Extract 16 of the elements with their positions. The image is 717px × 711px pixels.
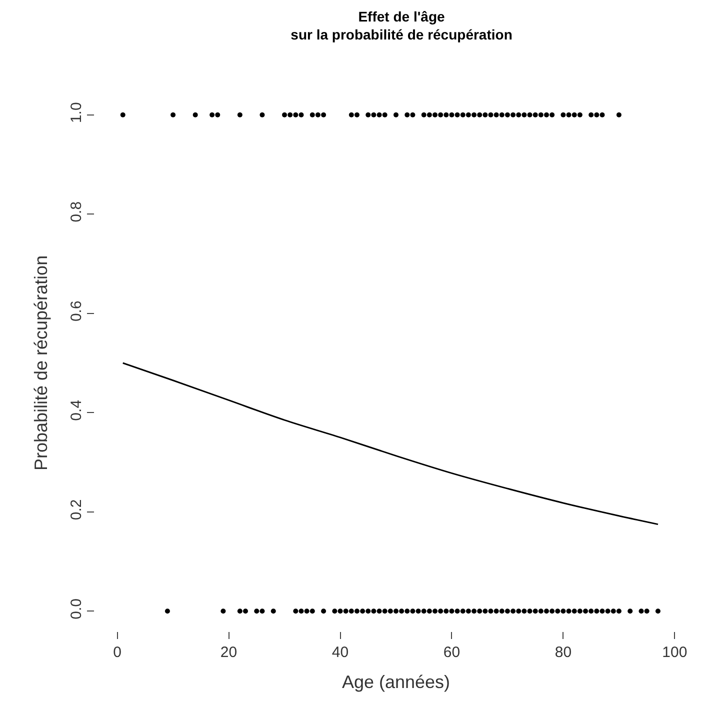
y-tick-label: 0.8 [68,201,85,222]
y-tick-label: 0.6 [68,300,85,322]
y-tick-label: 0.0 [68,598,85,620]
x-tick-label: 0 [113,644,122,661]
line-series [122,362,659,526]
y-tick-label: 0.4 [68,400,85,421]
x-tick-label: 40 [332,644,349,661]
chart-title: Effet de l'âge sur la probabilité de récupération [290,8,512,43]
x-tick-label: 20 [220,644,238,661]
x-tick-label: 60 [443,644,460,661]
x-tick-label: 80 [554,644,572,661]
y-tick-label: 0.2 [68,499,85,520]
x-axis-title: Age (années) [342,672,450,692]
y-tick-label: 1.0 [68,102,85,124]
y-axis-title: Probabilité de récupération [31,255,52,471]
x-tick-label: 100 [662,644,688,661]
